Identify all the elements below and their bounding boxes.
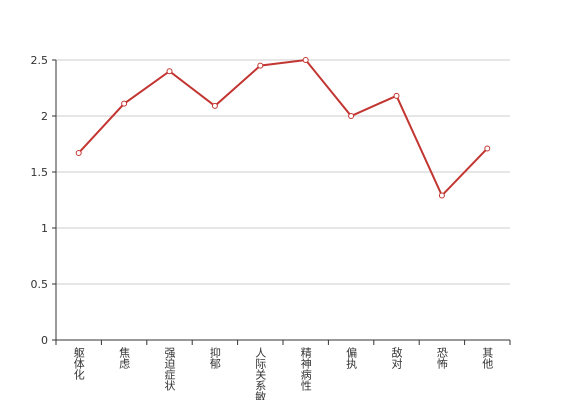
y-tick-label: 2.5 [31,54,49,67]
point [302,57,309,63]
x-tick-label: 人际关系敏感 [254,347,267,400]
y-tick-label: 2 [41,110,48,123]
point [121,100,128,107]
point [484,145,491,152]
point [211,102,218,109]
y-tick-label: 1.5 [31,166,49,179]
x-tick-label: 强迫症状 [163,347,176,391]
x-tick-label: 躯体化 [72,347,85,381]
point [257,62,264,69]
point [348,113,355,119]
point [438,192,445,199]
y-tick-label: 0 [41,334,48,347]
x-tick-label: 偏执 [345,346,358,370]
y-tick-label: 1 [41,222,48,235]
x-tick-label: 恐怖 [435,347,448,369]
x-tick-label: 其他 [481,347,494,369]
point [166,68,173,75]
y-tick-label: 0.5 [31,278,49,291]
x-tick-label: 焦虑 [118,347,131,369]
point [75,149,82,156]
x-tick-label: 敌对 [390,346,403,369]
point [393,92,400,99]
x-tick-label: 抑郁 [208,346,221,369]
x-tick-label: 精神病性 [299,347,312,392]
line [77,58,489,198]
